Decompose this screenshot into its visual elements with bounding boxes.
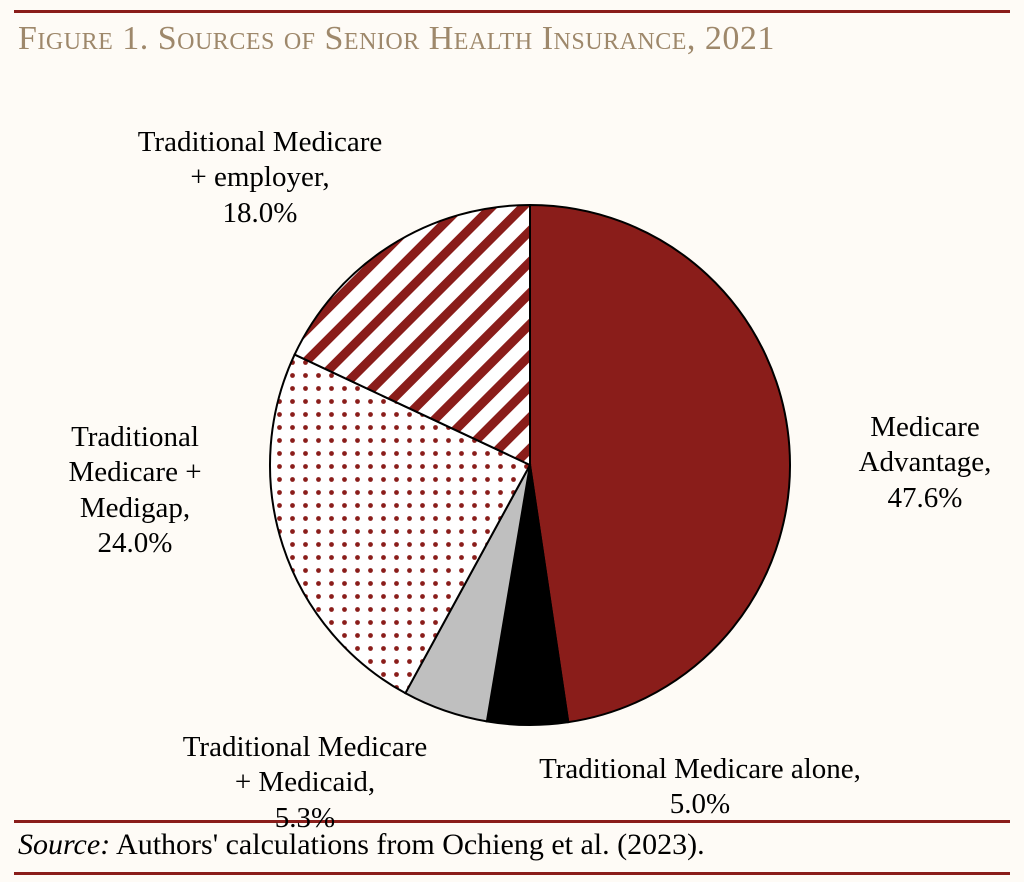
figure-title: Figure 1. Sources of Senior Health Insur…	[18, 20, 775, 58]
pie-label-tm_medigap: Traditional Medicare + Medigap, 24.0%	[40, 420, 230, 562]
pie-label-medicare_advantage: Medicare Advantage, 47.6%	[830, 410, 1020, 516]
figure-container: Figure 1. Sources of Senior Health Insur…	[0, 0, 1024, 882]
top-rule	[14, 10, 1010, 13]
pie-label-tm_employer: Traditional Medicare + employer, 18.0%	[100, 125, 420, 231]
figure-title-text: Figure 1. Sources of Senior Health Insur…	[18, 20, 775, 57]
pie-label-tm_alone: Traditional Medicare alone, 5.0%	[510, 752, 890, 823]
source-prefix: Source:	[18, 828, 110, 861]
pie-slice-medicare_advantage	[530, 205, 790, 722]
bottom-rule	[14, 872, 1010, 875]
pie-label-tm_medicaid: Traditional Medicare + Medicaid, 5.3%	[145, 730, 465, 836]
